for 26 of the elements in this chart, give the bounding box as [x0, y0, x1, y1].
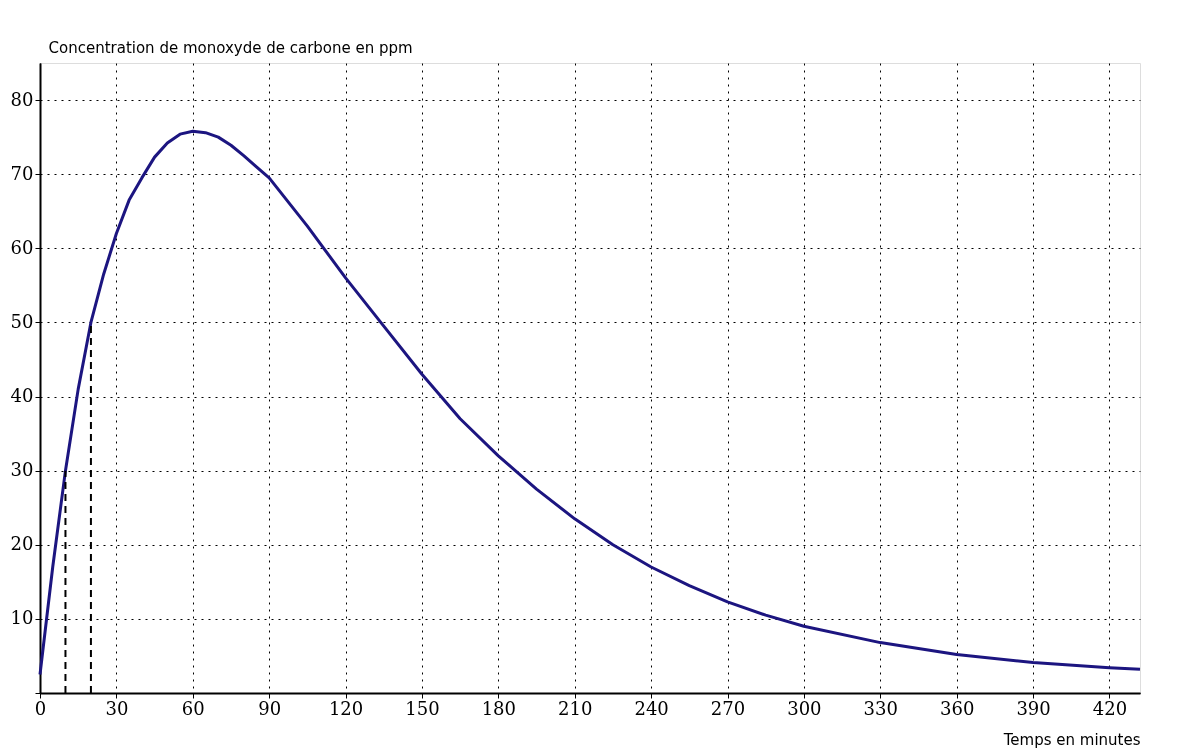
y-tick-label: 20	[10, 533, 34, 555]
x-tick-label: 150	[405, 697, 440, 719]
x-tick-label: 180	[481, 697, 517, 719]
x-tick-label: 30	[105, 697, 129, 719]
x-tick-label: 240	[634, 697, 669, 719]
x-tick-label: 0	[34, 697, 47, 719]
x-tick-label: 60	[181, 697, 205, 719]
y-tick-label: 60	[10, 236, 34, 258]
y-tick-label: 30	[10, 459, 34, 481]
line-series	[38, 129, 1142, 676]
x-tick-label: 210	[558, 697, 593, 719]
y-axis-title: Concentration de monoxyde de carbone en ppm	[48, 38, 413, 57]
x-tick-label: 360	[939, 697, 975, 719]
y-tick-label: 80	[10, 88, 34, 110]
y-tick-label: 40	[10, 385, 34, 407]
y-tick-label: 10	[10, 607, 34, 629]
x-tick-label: 120	[328, 697, 364, 719]
x-tick-label: 270	[710, 697, 746, 719]
y-tick-label: 70	[10, 162, 34, 184]
x-tick-label: 90	[258, 697, 282, 719]
x-axis-title: Temps en minutes	[1002, 730, 1141, 749]
x-tick-label: 420	[1092, 697, 1128, 719]
x-tick-label: 390	[1016, 697, 1051, 719]
x-tick-label: 300	[787, 697, 822, 719]
x-tick-label: 330	[863, 697, 898, 719]
y-tick-label: 50	[10, 310, 34, 332]
